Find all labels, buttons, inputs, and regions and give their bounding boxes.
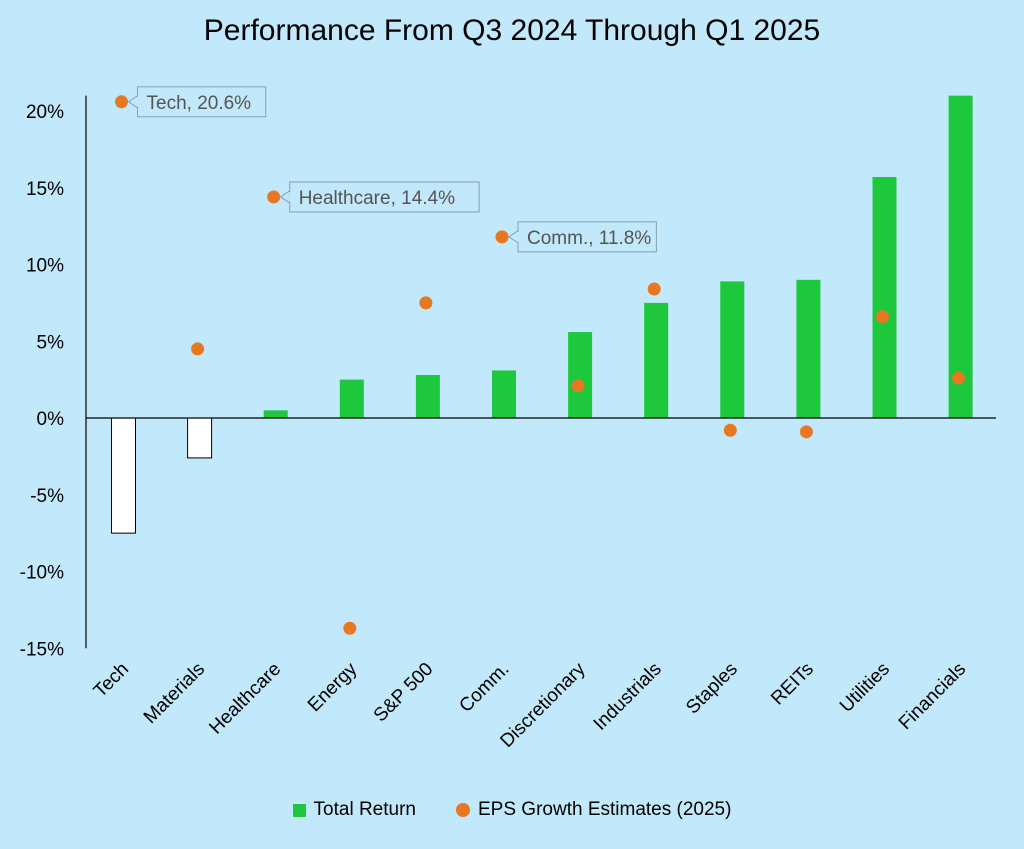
x-tick-label: Energy <box>304 658 362 716</box>
legend-label-total-return: Total Return <box>313 799 416 820</box>
y-tick-label: -10% <box>20 563 64 584</box>
y-tick-label: 20% <box>26 102 64 123</box>
x-tick-label: Financials <box>895 659 970 734</box>
x-tick-label: Comm. <box>455 659 513 717</box>
y-tick-label: 5% <box>37 332 65 353</box>
eps-point-industrials <box>647 282 661 296</box>
y-tick-label: 0% <box>37 409 65 430</box>
annotation-pointer <box>279 190 291 204</box>
x-tick-label: Healthcare <box>205 659 285 739</box>
eps-point-staples <box>723 423 737 437</box>
chart-legend: Total Return EPS Growth Estimates (2025) <box>0 799 1024 821</box>
eps-point-s-p-500 <box>419 296 433 310</box>
bar-utilities <box>872 177 897 418</box>
y-tick-label: -5% <box>30 486 64 507</box>
annotation-label: Comm., 11.8% <box>527 228 651 249</box>
legend-swatch-bar <box>292 803 306 817</box>
eps-point-financials <box>952 371 966 385</box>
x-tick-label: Industrials <box>590 659 666 735</box>
bar-reits <box>796 279 821 418</box>
x-tick-label: Utilities <box>836 659 894 717</box>
annotation-joint <box>137 96 139 107</box>
y-tick-label: 15% <box>26 179 64 200</box>
bar-tech <box>111 417 136 534</box>
bar-discretionary <box>568 332 593 418</box>
y-tick-label: -15% <box>20 639 64 660</box>
eps-point-tech <box>115 95 128 109</box>
eps-point-utilities <box>876 310 889 324</box>
x-tick-label: Tech <box>90 659 133 702</box>
legend-swatch-dot <box>456 803 470 817</box>
x-tick-label: S&P 500 <box>370 659 438 727</box>
bar-staples <box>720 281 745 418</box>
annotation-box <box>517 221 657 253</box>
bar-energy <box>339 379 364 418</box>
eps-point-energy <box>343 621 357 635</box>
eps-point-materials <box>191 342 205 356</box>
eps-point-reits <box>799 425 813 439</box>
chart-title: Performance From Q3 2024 Through Q1 2025 <box>203 14 821 47</box>
legend-label-eps-growth: EPS Growth Estimates (2025) <box>478 799 732 820</box>
x-tick-label: Materials <box>140 659 209 728</box>
x-tick-label: REITs <box>767 659 818 710</box>
annotation-joint <box>517 231 520 242</box>
annotation-label: Tech, 20.6% <box>147 93 252 114</box>
legend-item-eps-growth: EPS Growth Estimates (2025) <box>456 799 731 821</box>
eps-point-comm- <box>495 230 509 244</box>
legend-item-total-return: Total Return <box>292 799 416 821</box>
annotation-label: Healthcare, 14.4% <box>299 188 455 209</box>
bar-financials <box>948 95 973 419</box>
annotation-joint <box>289 191 292 202</box>
bar-healthcare <box>263 410 288 418</box>
bar-materials <box>187 417 213 459</box>
x-tick-label: Staples <box>682 659 742 719</box>
bar-s-p-500 <box>415 375 440 418</box>
annotation-pointer <box>127 94 138 109</box>
annotation-box <box>137 86 267 118</box>
bar-comm- <box>492 370 516 418</box>
eps-point-discretionary <box>571 379 585 393</box>
eps-point-healthcare <box>267 190 281 204</box>
y-tick-label: 10% <box>26 256 64 277</box>
bar-industrials <box>644 302 669 418</box>
annotation-pointer <box>508 229 519 244</box>
